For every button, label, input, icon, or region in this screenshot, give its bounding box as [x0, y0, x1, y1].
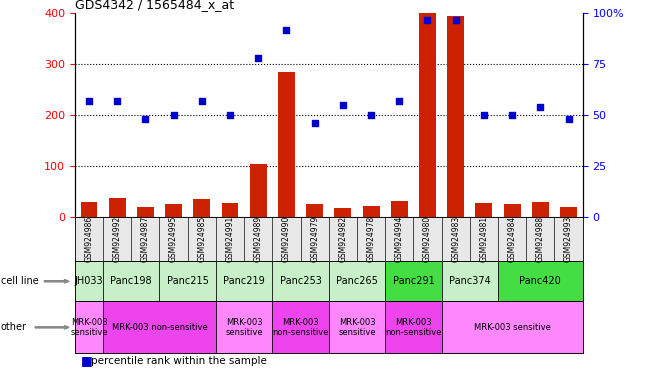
Bar: [221, 203, 238, 217]
Text: GSM924978: GSM924978: [367, 216, 376, 262]
Text: MRK-003
sensitive: MRK-003 sensitive: [225, 318, 263, 337]
Point: [309, 120, 320, 126]
Text: GDS4342 / 1565484_x_at: GDS4342 / 1565484_x_at: [75, 0, 234, 11]
Text: GSM924990: GSM924990: [282, 216, 291, 262]
Point: [563, 116, 574, 122]
Bar: [278, 72, 295, 217]
Text: GSM924987: GSM924987: [141, 216, 150, 262]
Text: JH033: JH033: [75, 276, 104, 286]
Text: MRK-003
sensitive: MRK-003 sensitive: [70, 318, 108, 337]
Bar: [475, 203, 492, 217]
Text: Panc420: Panc420: [519, 276, 561, 286]
Point: [535, 104, 546, 110]
Bar: [391, 201, 408, 217]
Text: GSM924980: GSM924980: [423, 216, 432, 262]
Text: ■: ■: [81, 354, 93, 367]
Bar: [306, 204, 323, 217]
Bar: [335, 208, 352, 217]
Text: Panc265: Panc265: [336, 276, 378, 286]
Point: [197, 98, 207, 104]
Text: Panc219: Panc219: [223, 276, 265, 286]
Text: GSM924994: GSM924994: [395, 216, 404, 262]
Text: ■: ■: [81, 339, 93, 352]
Point: [253, 55, 264, 61]
Point: [112, 98, 122, 104]
Text: GSM924985: GSM924985: [197, 216, 206, 262]
Point: [225, 112, 235, 118]
Text: Panc215: Panc215: [167, 276, 208, 286]
Text: GSM924984: GSM924984: [508, 216, 517, 262]
Bar: [419, 13, 436, 217]
Point: [422, 17, 433, 23]
Text: MRK-003 non-sensitive: MRK-003 non-sensitive: [111, 323, 208, 332]
Point: [84, 98, 94, 104]
Text: MRK-003 sensitive: MRK-003 sensitive: [474, 323, 551, 332]
Text: GSM924993: GSM924993: [564, 216, 573, 262]
Text: MRK-003
non-sensitive: MRK-003 non-sensitive: [385, 318, 441, 337]
Point: [478, 112, 489, 118]
Text: Panc198: Panc198: [111, 276, 152, 286]
Text: cell line: cell line: [1, 276, 38, 286]
Text: GSM924988: GSM924988: [536, 216, 545, 262]
Point: [338, 102, 348, 108]
Text: other: other: [1, 322, 27, 333]
Bar: [137, 207, 154, 217]
Bar: [447, 16, 464, 217]
Text: GSM924983: GSM924983: [451, 216, 460, 262]
Point: [281, 26, 292, 33]
Point: [366, 112, 376, 118]
Bar: [165, 204, 182, 217]
Point: [450, 17, 461, 23]
Text: percentile rank within the sample: percentile rank within the sample: [91, 356, 267, 366]
Text: GSM924982: GSM924982: [339, 216, 348, 262]
Text: count: count: [91, 341, 120, 351]
Bar: [532, 202, 549, 217]
Point: [507, 112, 518, 118]
Text: GSM924981: GSM924981: [479, 216, 488, 262]
Bar: [250, 164, 267, 217]
Text: GSM924989: GSM924989: [254, 216, 263, 262]
Point: [140, 116, 150, 122]
Bar: [560, 207, 577, 217]
Bar: [109, 198, 126, 217]
Bar: [193, 199, 210, 217]
Text: GSM924992: GSM924992: [113, 216, 122, 262]
Point: [394, 98, 404, 104]
Text: GSM924986: GSM924986: [85, 216, 94, 262]
Bar: [81, 202, 98, 217]
Text: MRK-003
non-sensitive: MRK-003 non-sensitive: [272, 318, 329, 337]
Text: GSM924991: GSM924991: [225, 216, 234, 262]
Text: Panc291: Panc291: [393, 276, 434, 286]
Bar: [363, 206, 380, 217]
Point: [169, 112, 179, 118]
Text: GSM924995: GSM924995: [169, 216, 178, 262]
Text: Panc253: Panc253: [280, 276, 322, 286]
Text: GSM924979: GSM924979: [310, 216, 319, 262]
Bar: [504, 204, 521, 217]
Text: Panc374: Panc374: [449, 276, 491, 286]
Text: MRK-003
sensitive: MRK-003 sensitive: [338, 318, 376, 337]
